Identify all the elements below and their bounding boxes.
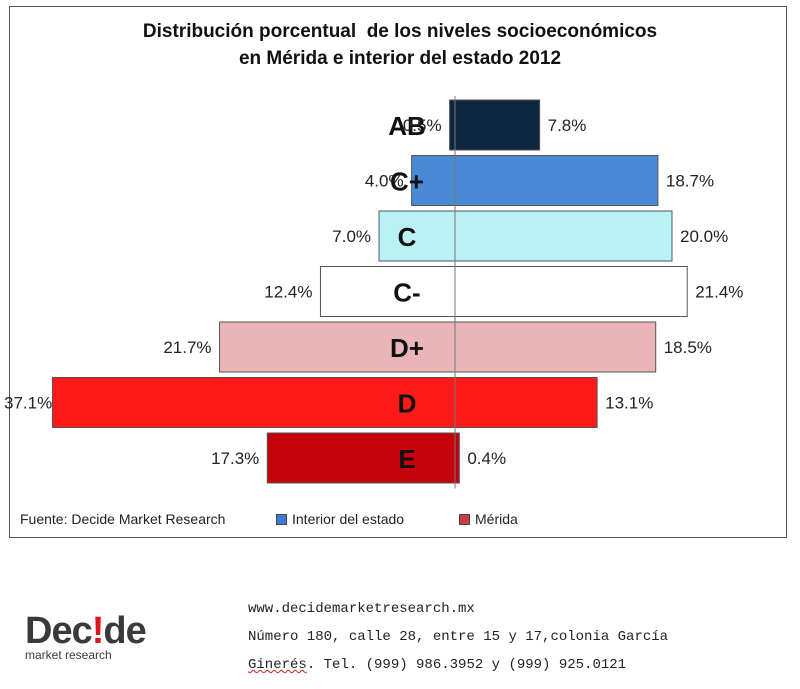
bar-merida-cminus bbox=[454, 266, 688, 317]
data-label-interior: 12.4% bbox=[264, 283, 312, 302]
bar-merida-dplus bbox=[454, 321, 657, 373]
category-label: AB bbox=[388, 111, 426, 141]
data-label-merida: 0.4% bbox=[467, 449, 506, 468]
bar-merida-d bbox=[454, 377, 598, 428]
bar-merida-cplus bbox=[454, 155, 659, 206]
bar-interior-cplus bbox=[411, 155, 456, 206]
data-label-interior: 7.0% bbox=[332, 227, 371, 246]
bar-merida-e bbox=[454, 432, 460, 484]
footer-contact: www.decidemarketresearch.mx Número 180, … bbox=[248, 595, 668, 679]
category-label: E bbox=[398, 444, 415, 474]
data-label-interior: 4.0% bbox=[365, 172, 404, 191]
legend-item-interior: Interior del estado bbox=[276, 511, 404, 527]
footer-address-line-2: Ginerés. Tel. (999) 986.3952 y (999) 925… bbox=[248, 651, 668, 679]
data-label-merida: 13.1% bbox=[605, 394, 653, 413]
category-label: C+ bbox=[390, 167, 424, 197]
data-label-interior: 37.1% bbox=[4, 394, 52, 413]
bar-interior-cminus bbox=[319, 266, 456, 317]
footer-address-phone: . Tel. (999) 986.3952 y (999) 925.0121 bbox=[306, 657, 627, 673]
logo-exclamation: ! bbox=[91, 610, 105, 652]
data-label-interior: 17.3% bbox=[211, 449, 259, 468]
legend-item-merida: Mérida bbox=[459, 511, 518, 527]
logo-part-c: de bbox=[103, 610, 146, 652]
chart-title-line-2: en Mérida e interior del estado 2012 bbox=[238, 48, 562, 69]
bar-merida-c bbox=[454, 210, 673, 262]
bar-merida-ab bbox=[454, 99, 541, 151]
category-label: C- bbox=[393, 278, 420, 308]
footer-address-gineres: Ginerés bbox=[248, 657, 307, 673]
bar-interior-dplus bbox=[219, 321, 456, 373]
data-label-merida: 7.8% bbox=[548, 116, 587, 135]
chart-title: Distribución porcentual de los niveles s… bbox=[0, 18, 800, 72]
data-label-interior: 21.7% bbox=[163, 338, 211, 357]
legend-swatch-interior bbox=[276, 513, 287, 525]
category-label: D bbox=[398, 389, 417, 419]
data-label-merida: 18.5% bbox=[664, 338, 712, 357]
bar-interior-e bbox=[266, 432, 456, 484]
footer-address-line-1: Número 180, calle 28, entre 15 y 17,colo… bbox=[248, 629, 669, 645]
logo-tagline: market research bbox=[25, 648, 112, 662]
data-label-interior: 0.5% bbox=[403, 116, 442, 135]
source-note: Fuente: Decide Market Research bbox=[20, 511, 226, 527]
chart-title-line-1: Distribución porcentual de los niveles s… bbox=[142, 21, 658, 42]
bar-interior-ab bbox=[449, 99, 456, 151]
decide-logo: Dec!de market research bbox=[25, 612, 225, 667]
logo-part-a: Dec bbox=[25, 610, 93, 652]
legend-label-interior: Interior del estado bbox=[292, 511, 405, 527]
category-label: C bbox=[398, 222, 417, 252]
footer-website[interactable]: www.decidemarketresearch.mx bbox=[248, 601, 475, 617]
data-label-merida: 18.7% bbox=[666, 172, 714, 191]
data-label-merida: 21.4% bbox=[695, 283, 743, 302]
logo-wordmark: Dec!de bbox=[25, 612, 225, 650]
legend-swatch-merida bbox=[459, 513, 470, 525]
data-label-merida: 20.0% bbox=[680, 227, 728, 246]
legend-label-merida: Mérida bbox=[475, 511, 518, 527]
bar-interior-c bbox=[378, 210, 456, 262]
category-label: D+ bbox=[390, 333, 424, 363]
diverging-bar-chart: AB0.5% 7.8% C+4.0% 18.7% C 7.0% 20.0% C- 12.4% 21… bbox=[4, 96, 743, 489]
bar-interior-d bbox=[51, 377, 456, 428]
